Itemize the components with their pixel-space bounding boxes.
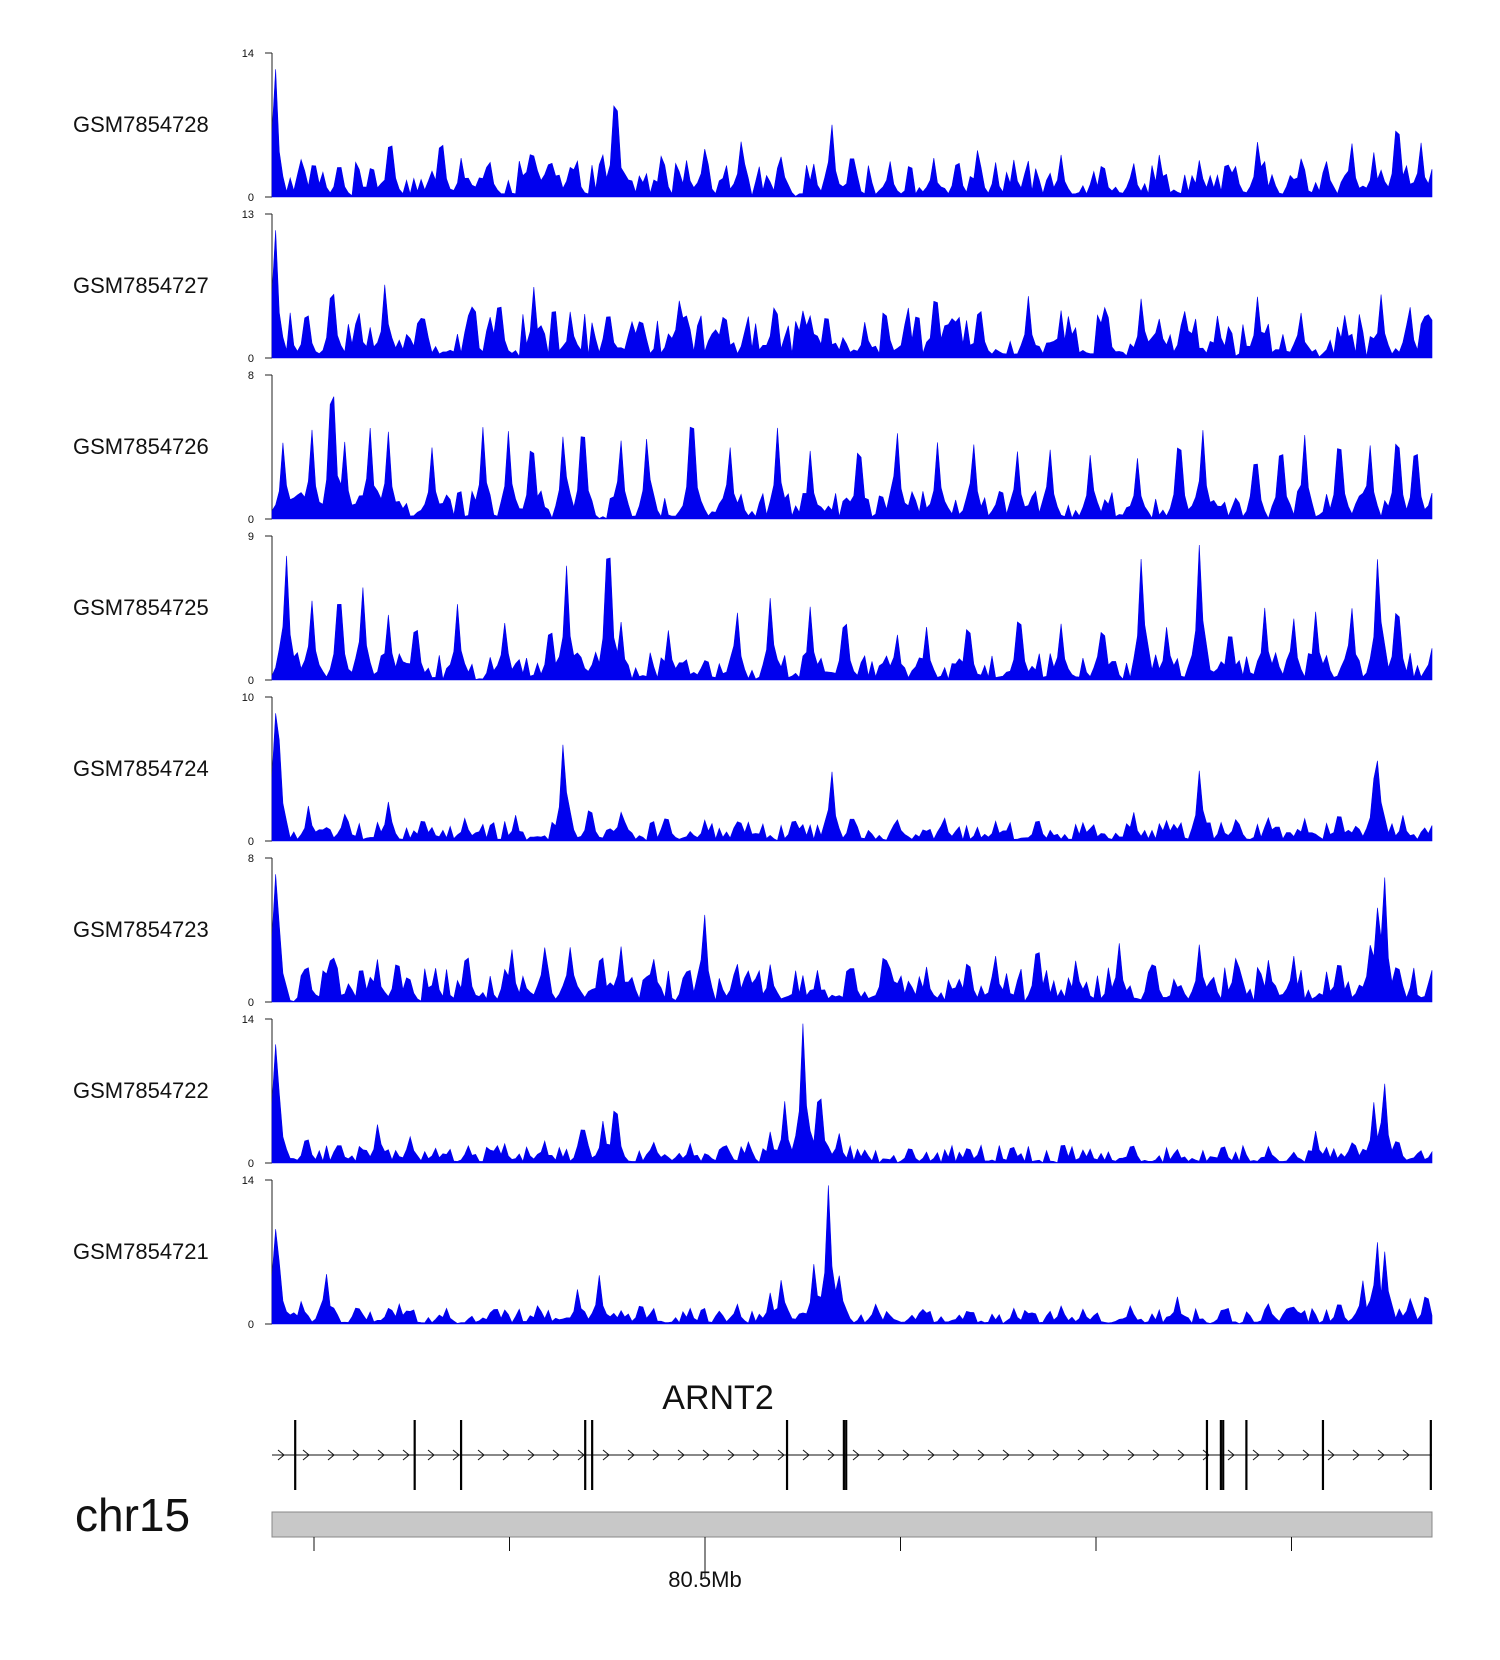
gene-track: ARNT2 bbox=[272, 1379, 1432, 1490]
y-min-label: 0 bbox=[248, 192, 254, 204]
ideogram-track: chr15 80.5Mb bbox=[75, 1489, 1433, 1592]
coverage-area bbox=[271, 1185, 1433, 1325]
strand-arrow bbox=[327, 1449, 335, 1461]
y-max-label: 14 bbox=[242, 1175, 254, 1187]
track-label: GSM7854722 bbox=[73, 1078, 209, 1103]
strand-arrow bbox=[452, 1449, 460, 1461]
y-min-label: 0 bbox=[248, 1158, 254, 1170]
strand-arrow bbox=[1252, 1449, 1260, 1461]
y-min-label: 0 bbox=[248, 353, 254, 365]
track-label: GSM7854727 bbox=[73, 273, 209, 298]
strand-arrow bbox=[1227, 1449, 1235, 1461]
coverage-area bbox=[271, 230, 1433, 359]
strand-arrow bbox=[1402, 1449, 1410, 1461]
coverage-track: GSM7854726 8 0 bbox=[73, 370, 1433, 526]
track-label: GSM7854728 bbox=[73, 112, 209, 137]
strand-arrow bbox=[427, 1449, 435, 1461]
strand-arrow bbox=[677, 1449, 685, 1461]
strand-arrow bbox=[1277, 1449, 1285, 1461]
strand-arrow bbox=[352, 1449, 360, 1461]
track-label: GSM7854724 bbox=[73, 756, 209, 781]
strand-arrow bbox=[1052, 1449, 1060, 1461]
strand-arrow bbox=[802, 1449, 810, 1461]
chromosome-name: chr15 bbox=[75, 1489, 190, 1541]
coverage-area bbox=[271, 874, 1433, 1003]
strand-arrow bbox=[627, 1449, 635, 1461]
coverage-area bbox=[271, 396, 1433, 520]
coverage-area bbox=[271, 544, 1433, 681]
strand-arrow bbox=[727, 1449, 735, 1461]
track-label: GSM7854725 bbox=[73, 595, 209, 620]
strand-arrow bbox=[277, 1449, 285, 1461]
y-min-label: 0 bbox=[248, 997, 254, 1009]
coverage-track: GSM7854725 9 0 bbox=[73, 531, 1433, 687]
track-label: GSM7854726 bbox=[73, 434, 209, 459]
y-min-label: 0 bbox=[248, 514, 254, 526]
strand-arrow bbox=[477, 1449, 485, 1461]
strand-arrow bbox=[602, 1449, 610, 1461]
y-min-label: 0 bbox=[248, 675, 254, 687]
strand-arrow bbox=[1377, 1449, 1385, 1461]
y-max-label: 8 bbox=[248, 370, 254, 382]
strand-arrow bbox=[777, 1449, 785, 1461]
y-max-label: 9 bbox=[248, 531, 254, 543]
strand-arrow bbox=[1327, 1449, 1335, 1461]
strand-arrow bbox=[502, 1449, 510, 1461]
strand-arrow bbox=[527, 1449, 535, 1461]
strand-arrow bbox=[377, 1449, 385, 1461]
strand-arrow bbox=[402, 1449, 410, 1461]
strand-arrow bbox=[1152, 1449, 1160, 1461]
strand-arrow bbox=[552, 1449, 560, 1461]
strand-arrow bbox=[652, 1449, 660, 1461]
y-max-label: 14 bbox=[242, 48, 254, 60]
coverage-track: GSM7854722 14 0 bbox=[73, 1014, 1433, 1170]
y-max-label: 8 bbox=[248, 853, 254, 865]
chromosome-band bbox=[271, 1511, 1433, 1538]
coverage-track: GSM7854721 14 0 bbox=[73, 1175, 1433, 1331]
strand-arrow bbox=[827, 1449, 835, 1461]
y-max-label: 14 bbox=[242, 1014, 254, 1026]
strand-arrow bbox=[752, 1449, 760, 1461]
strand-arrow bbox=[702, 1449, 710, 1461]
strand-arrow bbox=[1077, 1449, 1085, 1461]
track-label: GSM7854723 bbox=[73, 917, 209, 942]
strand-arrow bbox=[927, 1449, 935, 1461]
strand-arrow bbox=[1102, 1449, 1110, 1461]
strand-arrow bbox=[1352, 1449, 1360, 1461]
track-label: GSM7854721 bbox=[73, 1239, 209, 1264]
y-min-label: 0 bbox=[248, 1319, 254, 1331]
y-max-label: 10 bbox=[242, 692, 254, 704]
strand-arrow bbox=[902, 1449, 910, 1461]
strand-arrow bbox=[952, 1449, 960, 1461]
strand-arrow bbox=[852, 1449, 860, 1461]
position-label: 80.5Mb bbox=[668, 1567, 741, 1592]
strand-arrow bbox=[1127, 1449, 1135, 1461]
coverage-area bbox=[271, 69, 1433, 198]
coverage-track: GSM7854724 10 0 bbox=[73, 692, 1433, 848]
y-max-label: 13 bbox=[242, 209, 254, 221]
gene-name: ARNT2 bbox=[662, 1379, 773, 1417]
strand-arrow bbox=[1177, 1449, 1185, 1461]
strand-arrow bbox=[877, 1449, 885, 1461]
coverage-track: GSM7854727 13 0 bbox=[73, 209, 1433, 365]
strand-arrow bbox=[1002, 1449, 1010, 1461]
coverage-track: GSM7854723 8 0 bbox=[73, 853, 1433, 1009]
strand-arrow bbox=[977, 1449, 985, 1461]
strand-arrow bbox=[1027, 1449, 1035, 1461]
coverage-area bbox=[271, 713, 1433, 842]
strand-arrow bbox=[1302, 1449, 1310, 1461]
strand-arrow bbox=[302, 1449, 310, 1461]
strand-arrow bbox=[1202, 1449, 1210, 1461]
coverage-area bbox=[271, 1023, 1433, 1164]
coverage-tracks: GSM7854728140GSM7854727130GSM785472680GS… bbox=[73, 48, 1433, 1331]
strand-arrow bbox=[577, 1449, 585, 1461]
coverage-track: GSM7854728 14 0 bbox=[73, 48, 1433, 204]
y-min-label: 0 bbox=[248, 836, 254, 848]
